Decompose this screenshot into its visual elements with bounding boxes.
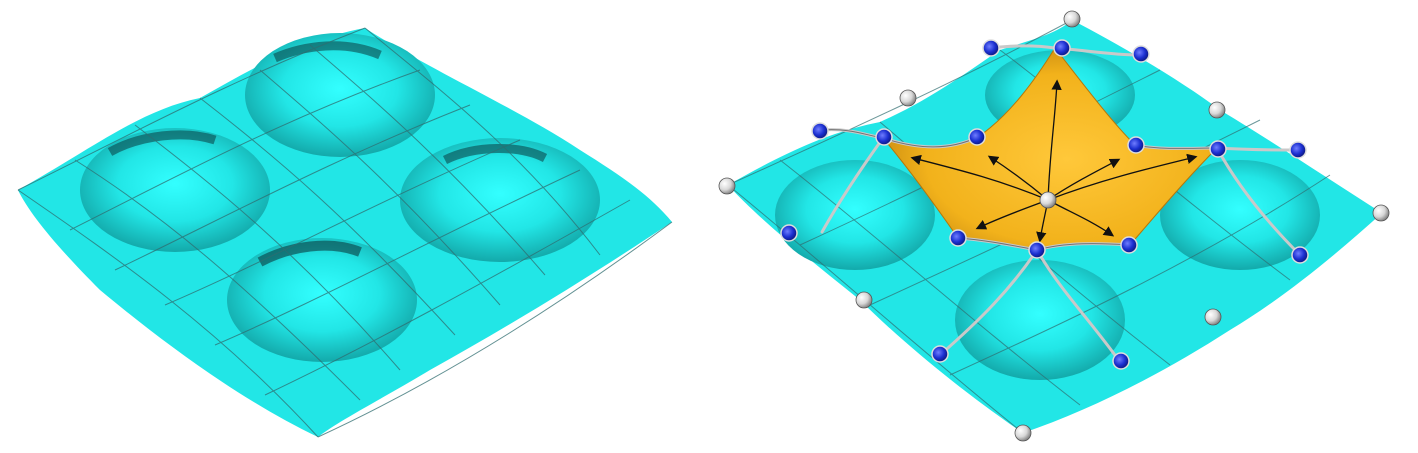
control-point-blue[interactable] — [811, 122, 829, 140]
control-point-blue[interactable] — [1112, 352, 1130, 370]
control-point-white[interactable] — [718, 177, 736, 195]
control-point-white[interactable] — [855, 291, 873, 309]
control-point-blue[interactable] — [1028, 241, 1046, 259]
surface-grid — [17, 27, 673, 438]
control-point-blue[interactable] — [780, 224, 798, 242]
blue-control-points — [780, 39, 1309, 370]
center-control-point[interactable] — [1039, 191, 1057, 209]
displacement-arrows — [910, 79, 1198, 243]
edited-surface-panel — [718, 10, 1390, 442]
control-point-blue[interactable] — [1289, 141, 1307, 159]
bump-left — [80, 128, 270, 252]
control-point-white[interactable] — [1208, 101, 1226, 119]
crest-shadow — [273, 41, 382, 63]
bump-right — [1160, 160, 1320, 270]
bump-bottom — [227, 238, 417, 362]
control-point-white[interactable] — [1014, 424, 1032, 442]
control-point-blue[interactable] — [949, 229, 967, 247]
control-point-blue[interactable] — [1053, 39, 1071, 57]
control-point-blue[interactable] — [982, 39, 1000, 57]
crest-shadow — [442, 144, 548, 165]
control-point-blue[interactable] — [968, 128, 986, 146]
control-point-blue[interactable] — [1127, 136, 1145, 154]
control-point-blue[interactable] — [1209, 140, 1227, 158]
smooth-surface-panel — [17, 27, 673, 438]
control-point-white[interactable] — [1372, 204, 1390, 222]
control-point-white[interactable] — [1204, 308, 1222, 326]
control-point-blue[interactable] — [1120, 236, 1138, 254]
bump-right — [400, 138, 600, 262]
bump-top — [245, 33, 435, 157]
bump-bottom — [955, 260, 1125, 380]
control-point-white[interactable] — [899, 89, 917, 107]
control-point-white[interactable] — [1063, 10, 1081, 28]
crest-shadow — [107, 130, 217, 156]
control-point-blue[interactable] — [931, 345, 949, 363]
control-point-blue[interactable] — [1132, 45, 1150, 63]
control-point-blue[interactable] — [875, 128, 893, 146]
control-point-blue[interactable] — [1291, 246, 1309, 264]
white-control-points — [718, 10, 1390, 442]
